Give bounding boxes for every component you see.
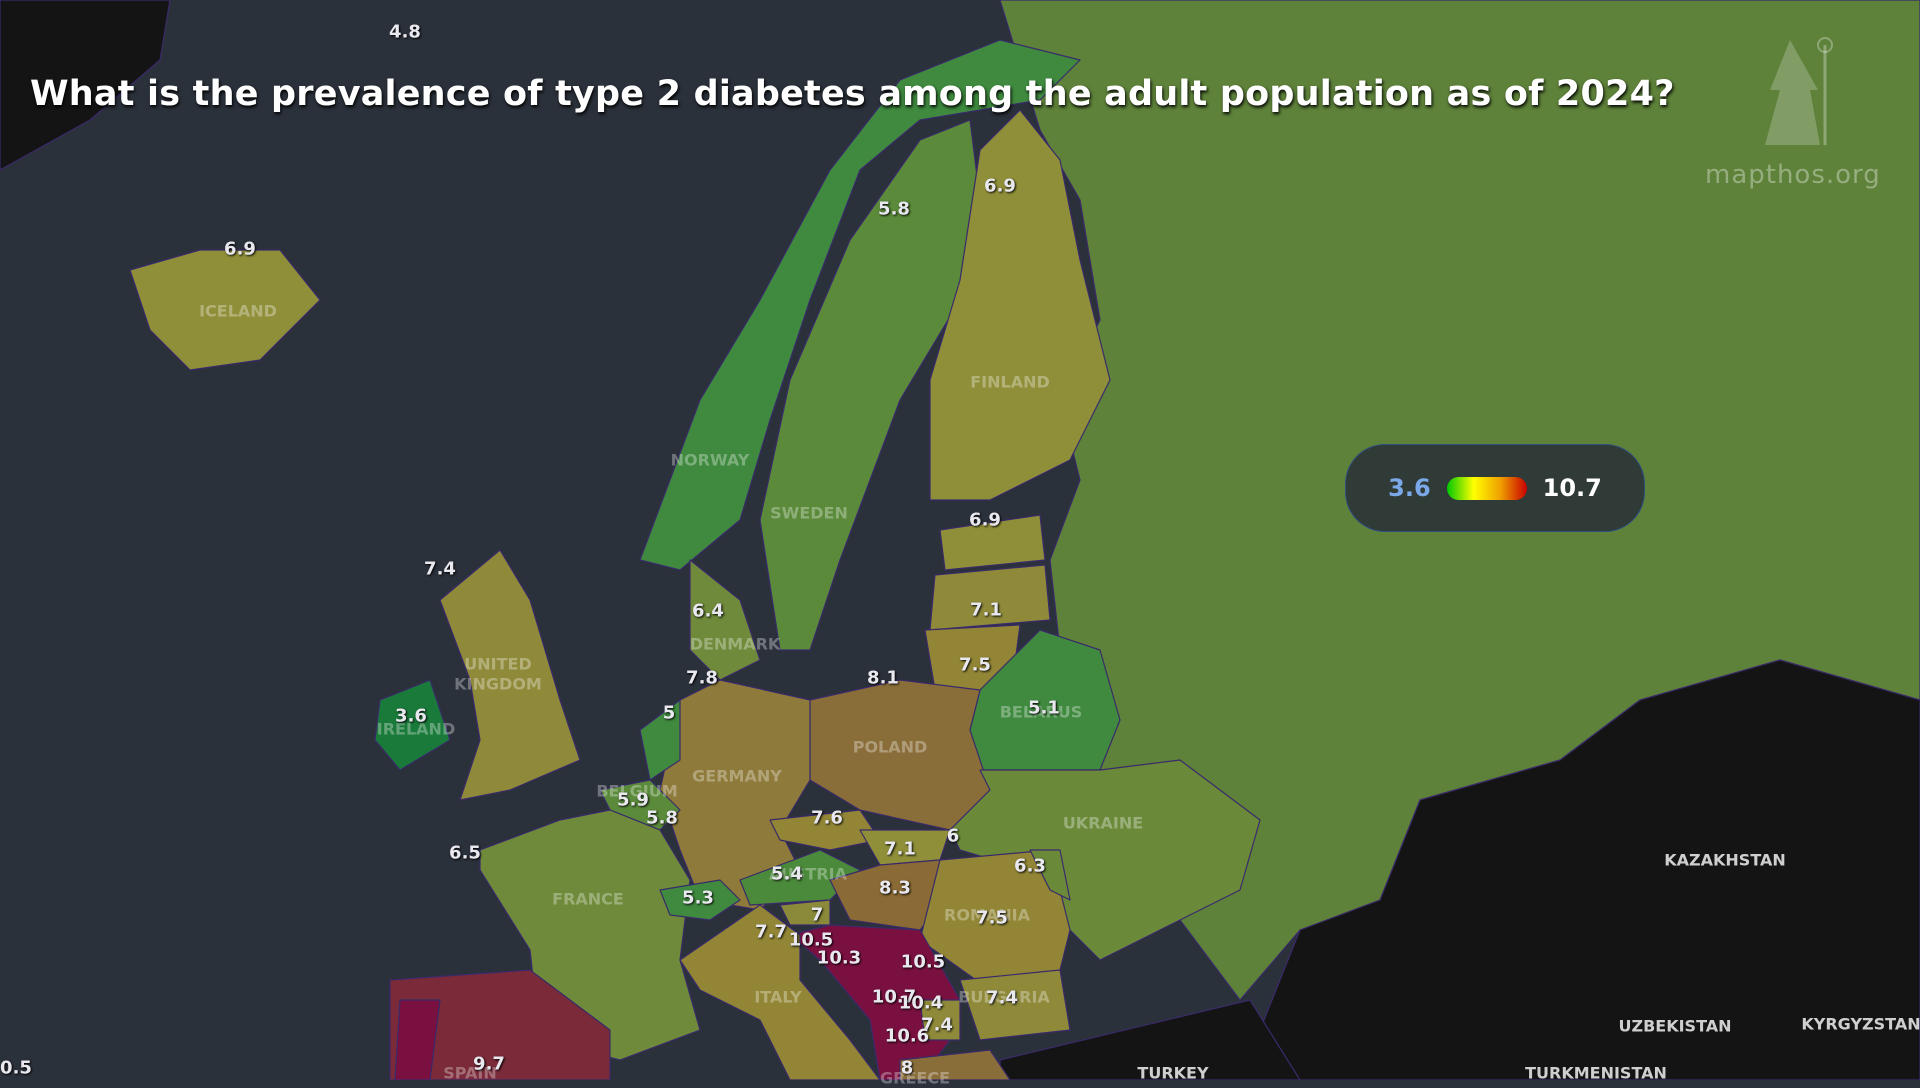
value-label: 10.3 [816,947,862,969]
country-netherlands [639,699,681,781]
country-kazakhstan [1239,659,1920,1080]
country-name: UKRAINE [1062,813,1144,833]
value-label: 6.9 [969,509,1001,531]
value-label: 5.8 [878,198,910,220]
country-name: SPAIN [443,1063,497,1083]
country-name: UZBEKISTAN [1618,1016,1732,1036]
value-label: 4.8 [389,21,421,43]
value-label: 5.9 [617,789,649,811]
value-label: 7.1 [970,599,1002,621]
country-portugal [394,999,441,1080]
country-name: POLAND [852,737,928,757]
legend-gradient-bar [1446,476,1527,500]
country-name: SWEDEN [770,503,848,523]
country-estonia [939,514,1046,571]
value-label: 8.1 [867,667,899,689]
country-name: FRANCE [552,889,624,909]
value-label: 9.7 [473,1053,505,1075]
value-label: 5.4 [771,863,803,885]
country-finland [929,109,1111,501]
country-norway [639,39,1081,571]
country-name: FINLAND [970,372,1050,392]
country-name: GREECE [880,1068,950,1088]
region-balkans [789,924,961,1080]
value-label: 5.1 [1028,697,1060,719]
country-czechia [769,809,881,851]
country-italy [679,904,881,1080]
country-uk [439,549,581,801]
country-belgium [599,779,681,831]
country-moldova [1029,849,1071,901]
value-label: 7 [810,904,824,926]
country-latvia [929,564,1051,631]
brand-watermark[interactable]: mapthos.org [1705,160,1881,190]
country-ukraine [949,759,1261,961]
value-label: 7.1 [884,838,916,860]
value-label: 7.4 [424,558,456,580]
country-iceland [129,249,321,371]
country-name: NORWAY [670,450,750,470]
value-label: 6.4 [692,600,724,622]
value-label: 10.4 [898,992,944,1014]
value-label: 7.8 [686,667,718,689]
country-ireland [374,679,451,771]
value-label: 6 [946,825,960,847]
value-label: 5.8 [646,807,678,829]
wizard-icon [1760,30,1840,154]
value-label: 5 [662,702,676,724]
country-name: AUSTRIA [769,864,847,884]
country-name: IRELAND [376,719,456,739]
value-label: 7.5 [959,654,991,676]
country-denmark [689,559,761,681]
country-name: KYRGYZSTAN [1801,1014,1920,1034]
country-name: TURKEY [1137,1063,1209,1083]
country-name: ITALY [754,987,802,1007]
country-spain [389,969,611,1080]
country-name: ICELAND [199,301,277,321]
value-label: 10.5 [900,951,946,973]
country-name: GERMANY [692,766,782,786]
value-label: 7.5 [976,907,1008,929]
value-label: 7.4 [921,1014,953,1036]
country-name: ROMANIA [944,905,1030,925]
country-switzerland [659,879,741,921]
value-label: 8.3 [879,877,911,899]
value-label: 10.7 [871,986,917,1008]
value-label: 7.7 [755,921,787,943]
value-label: 10.6 [884,1025,930,1047]
map-title: What is the prevalence of type 2 diabete… [30,74,1675,114]
country-name: UNITED [464,654,532,674]
value-label: 7.4 [986,987,1018,1009]
legend-min: 3.6 [1388,474,1431,502]
country-name: BELGIUM [596,781,678,801]
country-name: BELARUS [999,702,1083,722]
value-label: 7.6 [811,807,843,829]
country-bulgaria [959,969,1071,1041]
value-label: 6.3 [1014,855,1046,877]
region-greenland-corner [0,0,171,171]
legend-max: 10.7 [1542,474,1602,502]
value-label: 8 [900,1057,914,1079]
color-legend: 3.6 10.7 [1345,444,1645,532]
country-greece [899,1049,1011,1080]
value-label: 10.5 [788,929,834,951]
value-label: 3.6 [395,705,427,727]
country-name: TURKMENISTAN [1525,1063,1667,1083]
country-name: KINGDOM [454,674,542,694]
value-label: 0.5 [0,1057,32,1079]
value-label: 5.3 [682,887,714,909]
value-label: 6.5 [449,842,481,864]
country-name: KAZAKHSTAN [1664,850,1786,870]
country-france [479,809,701,1061]
country-name: DENMARK [689,634,781,654]
value-label: 6.9 [224,238,256,260]
country-name: BULGARIA [958,987,1050,1007]
country-north-macedonia [919,999,961,1041]
value-label: 6.9 [984,175,1016,197]
